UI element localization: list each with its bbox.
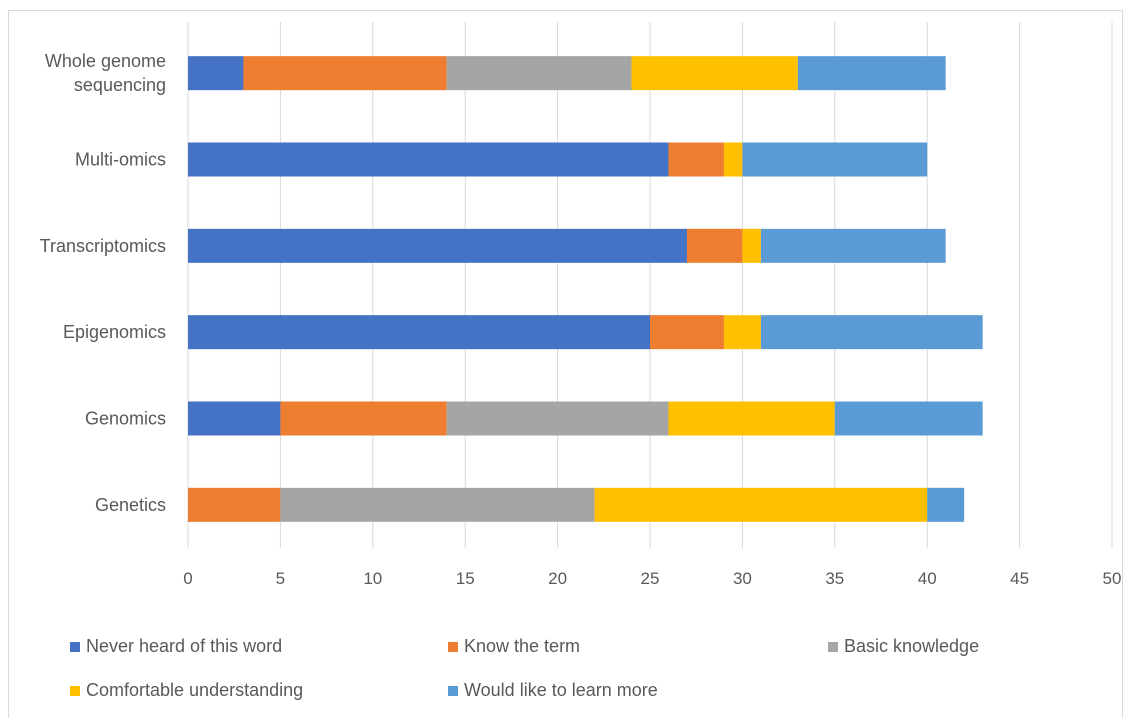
x-tick-label: 25 <box>641 569 660 588</box>
x-tick-label: 50 <box>1103 569 1122 588</box>
category-label: Genetics <box>95 495 166 515</box>
category-label: Whole genome <box>45 51 166 71</box>
bar-segment <box>760 315 983 350</box>
x-tick-label: 35 <box>825 569 844 588</box>
legend-swatch <box>70 685 80 696</box>
x-tick-label: 45 <box>1010 569 1029 588</box>
x-tick-label: 40 <box>918 569 937 588</box>
legend-swatch <box>70 641 80 652</box>
legend: Never heard of this word Know the term B… <box>70 636 1070 724</box>
bar-segment <box>686 228 743 263</box>
x-tick-label: 20 <box>548 569 567 588</box>
bar-segment <box>188 142 669 177</box>
stacked-bar-chart: Whole genome sequencing Multi-omics Transcr… <box>40 22 1121 588</box>
bar-segment <box>280 401 447 436</box>
x-axis-ticks: 0 5 10 15 20 25 30 35 40 45 50 <box>183 569 1121 588</box>
bar-segment <box>834 401 983 436</box>
bar-segment <box>188 315 650 350</box>
category-label: Genomics <box>85 409 166 429</box>
bar-segment <box>243 56 447 91</box>
gridlines <box>187 22 1113 548</box>
bar-segment <box>742 228 761 263</box>
x-tick-label: 0 <box>183 569 192 588</box>
bar-segment <box>446 56 632 91</box>
category-label: Transcriptomics <box>40 236 166 256</box>
legend-swatch <box>448 641 458 652</box>
legend-swatch <box>828 641 838 652</box>
bar-segment <box>797 56 946 91</box>
bar-segment <box>188 56 244 91</box>
bar-segment <box>650 315 724 350</box>
bar-segment <box>760 228 946 263</box>
legend-item-comfortable: Comfortable understanding <box>70 680 303 701</box>
bar-segment <box>723 315 761 350</box>
bar-segment <box>594 487 928 522</box>
bar-segment <box>446 401 669 436</box>
legend-item-learn-more: Would like to learn more <box>448 680 658 701</box>
x-tick-label: 30 <box>733 569 752 588</box>
bar-segment <box>631 56 798 91</box>
category-labels: Whole genome sequencing Multi-omics Transcr… <box>40 51 166 515</box>
bar-segment <box>188 228 687 263</box>
category-label: Multi-omics <box>75 150 166 170</box>
legend-label: Never heard of this word <box>86 636 283 656</box>
bar-segment <box>188 401 281 436</box>
legend-label: Basic knowledge <box>844 636 980 656</box>
bar-segment <box>188 487 281 522</box>
bar-segment <box>280 487 595 522</box>
bars <box>188 56 983 522</box>
legend-row-2: Comfortable understanding Would like to … <box>70 680 1070 724</box>
legend-label: Comfortable understanding <box>86 680 304 700</box>
bar-segment <box>927 487 965 522</box>
legend-item-basic-knowledge: Basic knowledge <box>828 636 979 657</box>
chart-frame <box>8 10 1123 718</box>
bar-segment <box>742 142 928 177</box>
x-tick-label: 5 <box>276 569 285 588</box>
x-tick-label: 10 <box>363 569 382 588</box>
legend-row-1: Never heard of this word Know the term B… <box>70 636 1070 680</box>
bar-segment <box>668 401 835 436</box>
legend-label: Know the term <box>464 636 581 656</box>
legend-item-know-the-term: Know the term <box>448 636 580 657</box>
bar-segment <box>723 142 743 177</box>
legend-label: Would like to learn more <box>464 680 658 700</box>
category-label: sequencing <box>74 75 166 95</box>
legend-item-never-heard: Never heard of this word <box>70 636 282 657</box>
x-tick-label: 15 <box>456 569 475 588</box>
legend-swatch <box>448 685 458 696</box>
category-label: Epigenomics <box>63 322 166 342</box>
bar-segment <box>668 142 724 177</box>
